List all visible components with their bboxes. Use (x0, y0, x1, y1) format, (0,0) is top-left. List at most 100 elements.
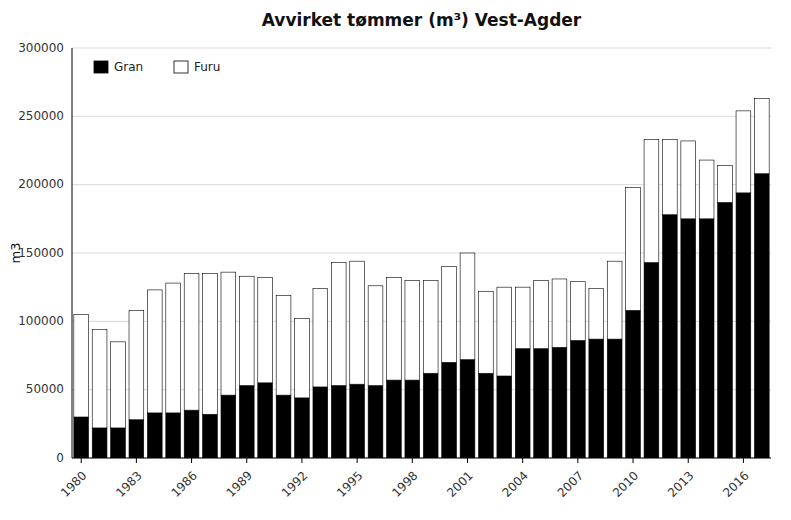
bar (681, 219, 696, 458)
bar (111, 428, 126, 458)
bar (74, 417, 89, 458)
x-tick (136, 458, 137, 463)
x-tick-label: 2001 (444, 468, 475, 499)
bar (681, 141, 696, 219)
bar (644, 140, 659, 263)
x-tick (412, 458, 413, 463)
legend-label: Gran (114, 60, 143, 74)
bar (497, 376, 512, 458)
bar (699, 219, 714, 458)
x-tick (81, 458, 82, 463)
bar (662, 140, 677, 215)
bar (276, 295, 291, 395)
x-tick-label: 2004 (500, 468, 531, 499)
bar (479, 373, 494, 458)
bar (718, 202, 733, 458)
x-tick (301, 458, 302, 463)
bar (74, 315, 89, 418)
x-tick-label: 1992 (279, 468, 310, 499)
bar (736, 111, 751, 193)
bar (239, 386, 254, 458)
bar (460, 253, 475, 360)
x-tick-label: 1983 (113, 468, 144, 499)
bar (111, 342, 126, 428)
x-tick-label: 1980 (58, 468, 89, 499)
legend-swatch (94, 61, 108, 73)
bar (442, 362, 457, 458)
bar (221, 272, 236, 395)
bar (479, 291, 494, 373)
bar (147, 290, 162, 413)
grid-line (72, 116, 771, 117)
bar (387, 278, 402, 381)
bar (515, 287, 530, 349)
bar (644, 263, 659, 458)
bar (295, 398, 310, 458)
bar (387, 380, 402, 458)
bar (184, 274, 199, 411)
grid-line (72, 48, 771, 49)
bar (718, 166, 733, 203)
bar (460, 360, 475, 458)
bar (239, 276, 254, 385)
x-tick (743, 458, 744, 463)
bar (423, 280, 438, 373)
legend-swatch (174, 61, 188, 73)
bar (736, 193, 751, 458)
x-tick-label: 2016 (720, 468, 751, 499)
bar (515, 349, 530, 458)
chart-svg: 0500001000001500002000002500003000001980… (0, 0, 791, 520)
legend-background (86, 54, 256, 80)
y-tick-label: 100000 (18, 314, 64, 328)
x-tick-label: 1998 (389, 468, 420, 499)
y-tick-label: 0 (56, 451, 64, 465)
bar (368, 286, 383, 386)
x-axis: 1980198319861989199219951998200120042007… (58, 458, 752, 500)
bar (313, 289, 328, 387)
bar (662, 215, 677, 458)
x-tick-label: 1995 (334, 468, 365, 499)
y-tick-label: 200000 (18, 177, 64, 191)
bar (754, 174, 769, 458)
bar-series (74, 99, 769, 428)
bar (276, 395, 291, 458)
x-tick (522, 458, 523, 463)
y-axis: 050000100000150000200000250000300000 (18, 41, 64, 465)
bar (570, 340, 585, 458)
bar (350, 261, 365, 384)
x-axis-line (72, 458, 771, 459)
x-tick (191, 458, 192, 463)
x-tick-label: 2010 (610, 468, 641, 499)
bar (405, 280, 420, 380)
x-tick (357, 458, 358, 463)
title: Avvirket tømmer (m³) Vest-Agder (262, 10, 582, 30)
bar (607, 261, 622, 339)
bar (258, 278, 273, 383)
bar (589, 339, 604, 458)
bar (92, 330, 107, 428)
x-tick (633, 458, 634, 463)
bar (166, 413, 181, 458)
bar (552, 347, 567, 458)
x-tick-label: 1986 (168, 468, 199, 499)
legend: Gran Furu (86, 54, 256, 80)
bar (570, 282, 585, 341)
bar (203, 274, 218, 415)
x-tick (246, 458, 247, 463)
x-tick (467, 458, 468, 463)
bar (626, 310, 641, 458)
bar (129, 420, 144, 458)
grid-line (72, 458, 771, 459)
bar-series (74, 174, 769, 458)
bar (129, 310, 144, 419)
y-axis-line (72, 48, 73, 458)
legend-label: Furu (194, 60, 220, 74)
bar (350, 384, 365, 458)
bar (552, 279, 567, 347)
bar (589, 289, 604, 340)
x-tick-label: 2013 (665, 468, 696, 499)
bar (221, 395, 236, 458)
bar (92, 428, 107, 458)
bar (442, 267, 457, 363)
y-axis-label: m3 (8, 243, 23, 264)
